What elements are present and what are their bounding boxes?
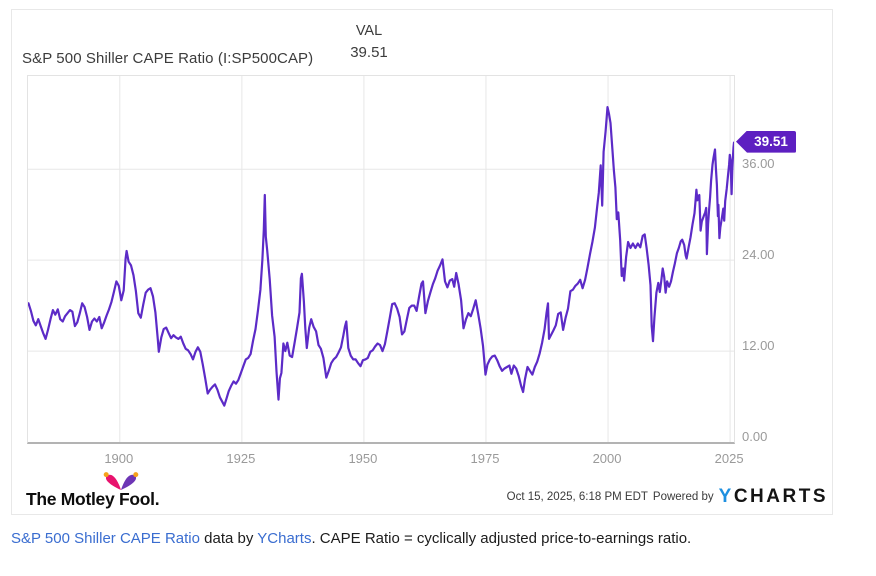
- plot-area: [27, 75, 735, 444]
- series-link[interactable]: S&P 500 Shiller CAPE Ratio: [11, 530, 200, 547]
- y-tick-label: 12.00: [742, 338, 775, 354]
- ycharts-logo-y: Y: [718, 486, 734, 507]
- value-column: VAL 39.51: [324, 23, 414, 61]
- x-tick-label: 1975: [470, 451, 500, 466]
- ycharts-link[interactable]: YCharts: [257, 530, 312, 547]
- y-tick-label: 24.00: [742, 247, 775, 263]
- y-tick-label: 0.00: [742, 429, 768, 444]
- caption-rest-text: . CAPE Ratio = cyclically adjusted price…: [311, 530, 692, 547]
- last-value-badge: 39.51: [736, 130, 796, 153]
- chart-card: S&P 500 Shiller CAPE Ratio (I:SP500CAP) …: [11, 9, 833, 515]
- motley-fool-wordmark: The Motley Fool.: [26, 489, 160, 509]
- jester-hat-icon: [103, 472, 139, 490]
- val-column-value: 39.51: [350, 44, 388, 61]
- ycharts-logo: YCHARTS: [719, 486, 828, 508]
- x-tick-label: 1900: [104, 451, 134, 466]
- chart-title: S&P 500 Shiller CAPE Ratio (I:SP500CAP): [22, 50, 314, 67]
- motley-fool-logo: The Motley Fool.: [26, 470, 186, 512]
- chart-attribution: Oct 15, 2025, 6:18 PM EDT Powered by YCH…: [507, 486, 828, 508]
- cape-ratio-line-chart: [28, 76, 734, 442]
- x-tick-label: 2000: [592, 451, 622, 466]
- ycharts-logo-charts: CHARTS: [733, 486, 828, 507]
- timestamp: Oct 15, 2025, 6:18 PM EDT: [506, 491, 648, 503]
- x-tick-label: 2025: [714, 451, 744, 466]
- y-tick-label: 36.00: [742, 156, 775, 172]
- cape-ratio-series-line: [28, 106, 734, 407]
- val-column-header: VAL: [355, 23, 383, 39]
- powered-by-label: Powered by: [652, 491, 714, 503]
- x-tick-label: 1925: [226, 451, 256, 466]
- x-tick-label: 1950: [348, 451, 378, 466]
- caption: S&P 500 Shiller CAPE Ratio data by YChar…: [11, 530, 691, 547]
- caption-mid-text: data by: [200, 530, 258, 547]
